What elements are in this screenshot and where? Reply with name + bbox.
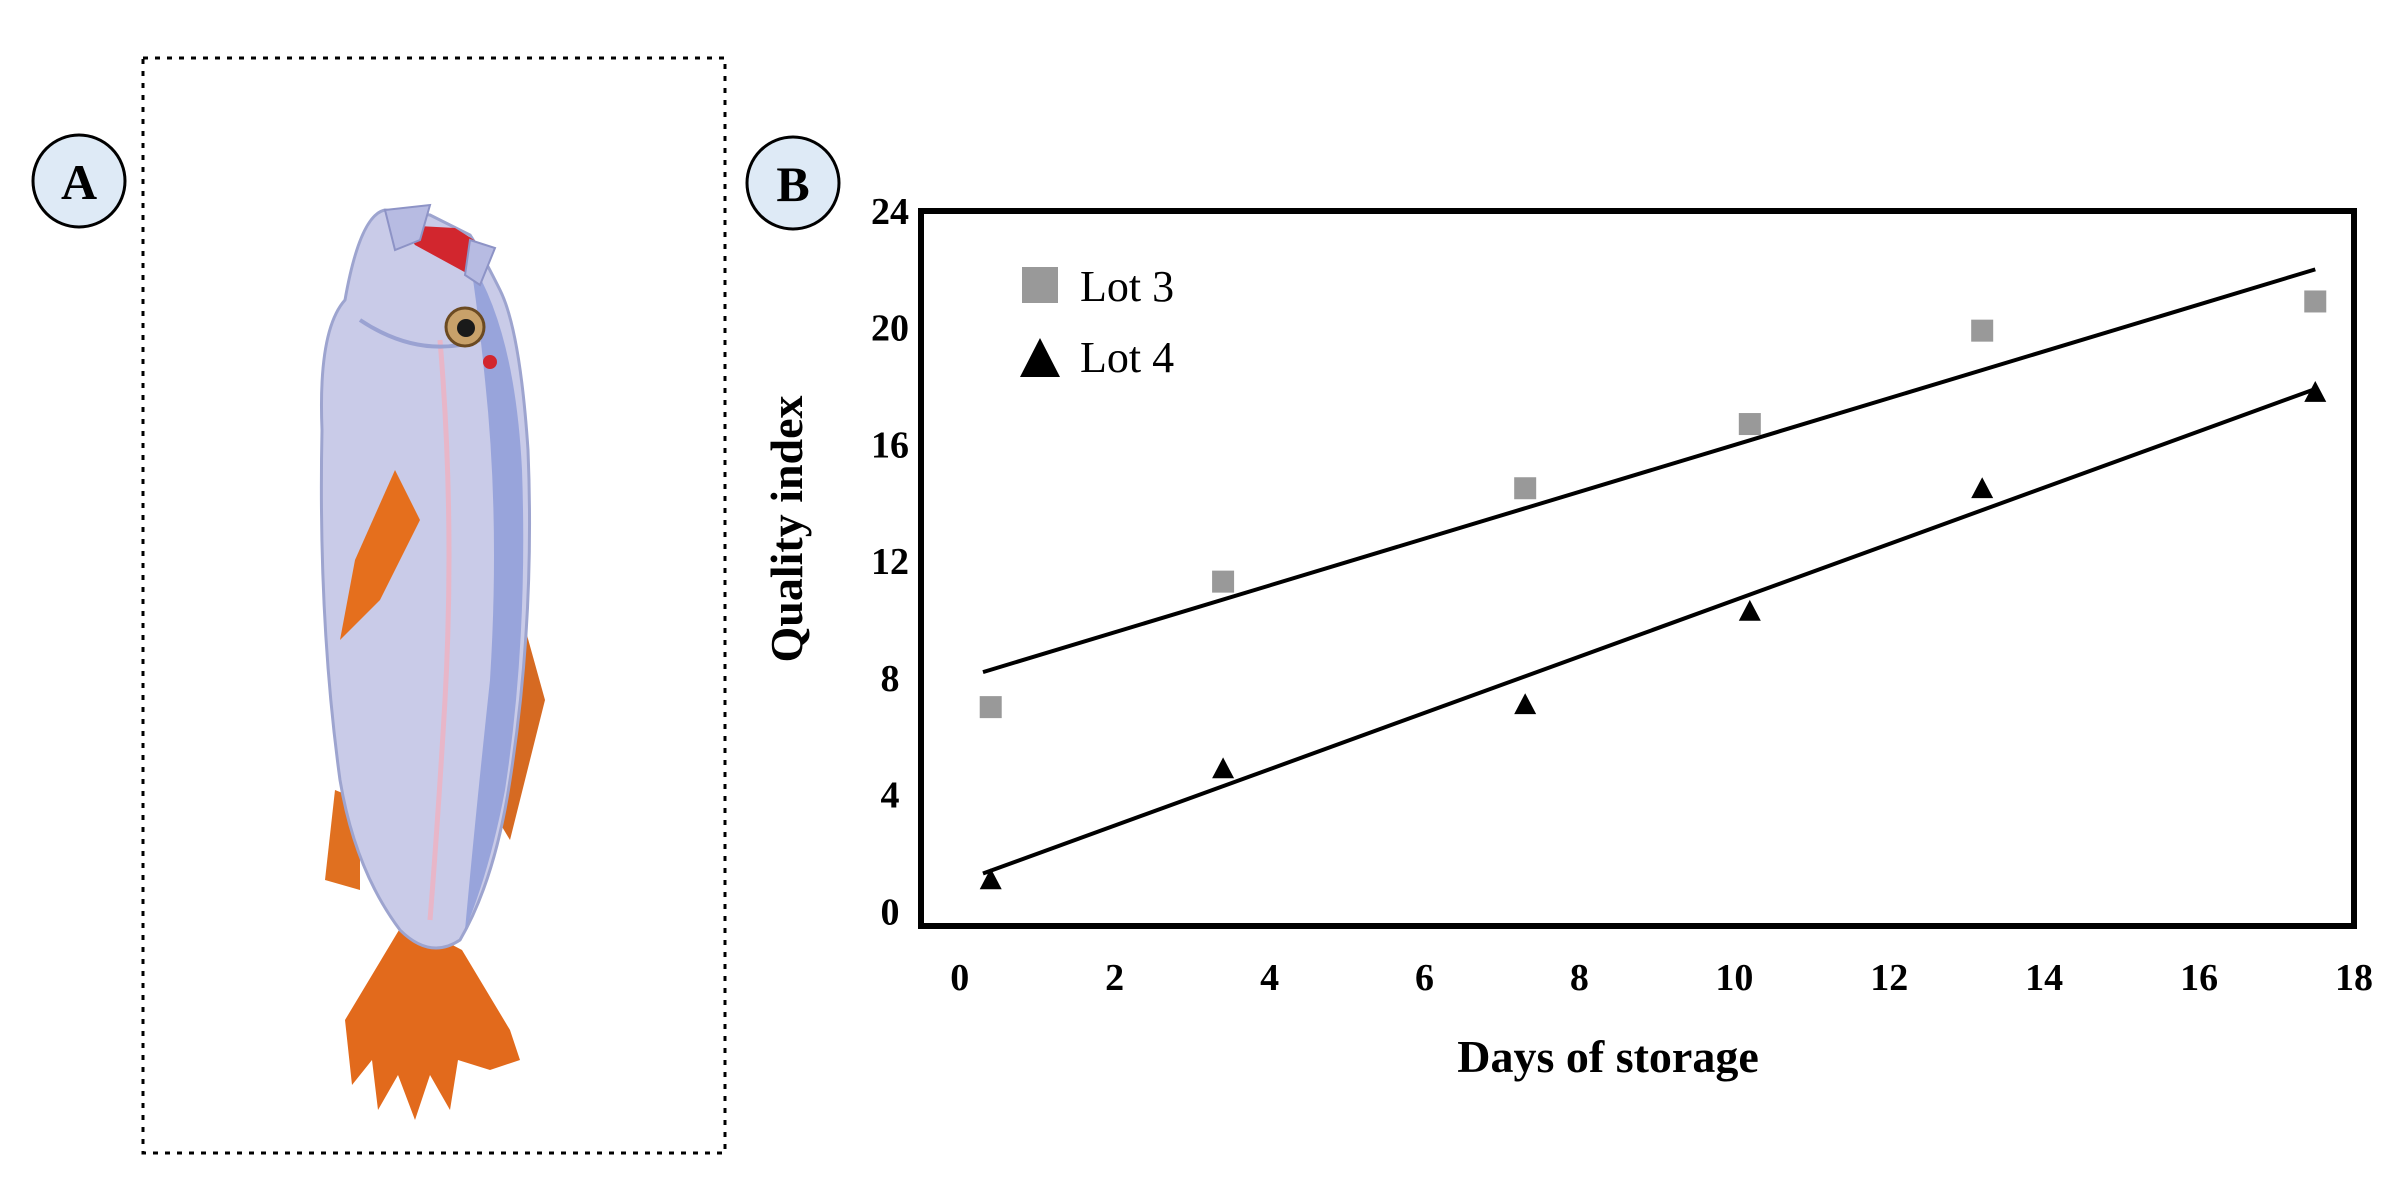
x-tick-label: 0 [950, 957, 969, 999]
x-tick-label: 4 [1260, 957, 1279, 999]
y-axis-title: Quality index [761, 395, 812, 662]
x-tick-label: 2 [1105, 957, 1124, 999]
trendline-lot-4 [982, 387, 2316, 876]
x-tick-label: 18 [2335, 957, 2373, 999]
fish-back-shading [465, 260, 524, 930]
y-tick-label: 16 [871, 424, 909, 466]
y-tick-label: 24 [871, 191, 909, 233]
point-lot-4 [1971, 477, 1994, 499]
trendline-lot-3 [982, 267, 2316, 675]
x-tick-label: 16 [2180, 957, 2218, 999]
y-tick-label: 8 [881, 658, 900, 700]
panel-b-badge [745, 135, 841, 231]
y-tick-label: 0 [881, 891, 900, 933]
y-tick-label: 4 [881, 775, 900, 817]
fish-red-spot [483, 355, 497, 369]
x-tick-label: 8 [1570, 957, 1589, 999]
point-lot-3 [1514, 477, 1537, 500]
point-lot-3 [979, 696, 1002, 719]
point-lot-4 [979, 868, 1002, 890]
x-tick-label: 6 [1415, 957, 1434, 999]
plot-frame [918, 208, 2357, 929]
fish-lower-jaw [463, 238, 497, 287]
point-lot-4 [1212, 757, 1235, 779]
y-tick-label: 12 [871, 541, 909, 583]
fish-photo-icon [319, 203, 545, 1120]
point-lot-3 [2304, 290, 2327, 313]
panel-a-label: A [61, 154, 97, 210]
legend-marker-lot-4 [1020, 338, 1060, 377]
point-lot-4 [1738, 599, 1761, 621]
trendlines [982, 267, 2316, 876]
fish-pupil [457, 319, 475, 337]
point-lot-3 [1971, 319, 1994, 342]
point-lot-3 [1738, 413, 1761, 436]
data-markers [979, 290, 2327, 890]
point-lot-3 [1212, 570, 1235, 593]
x-tick-label: 10 [1715, 957, 1753, 999]
x-axis-title: Days of storage [1457, 1031, 1759, 1082]
legend-marker-lot-3 [1022, 267, 1058, 303]
fish-tail-fin [345, 920, 520, 1120]
x-tick-labels: 0 2 4 6 8 10 12 14 16 18 [950, 957, 2373, 999]
x-tick-label: 14 [2025, 957, 2063, 999]
panel-a: A [31, 56, 727, 1155]
panel-b-label: B [776, 156, 809, 212]
photo-frame [141, 56, 727, 1155]
legend: Lot 3 Lot 4 [1020, 262, 1174, 382]
legend-label-lot-4: Lot 4 [1080, 333, 1174, 382]
y-tick-label: 20 [871, 308, 909, 350]
point-lot-4 [2304, 380, 2327, 402]
fish-upper-jaw [383, 203, 432, 252]
y-tick-labels: 0 4 8 12 16 20 24 [871, 191, 909, 933]
point-lot-4 [1514, 693, 1537, 715]
fish-lateral-line [427, 339, 452, 921]
legend-label-lot-3: Lot 3 [1080, 262, 1174, 311]
fish-pectoral-fin [340, 470, 420, 640]
fish-body [319, 208, 532, 950]
panel-a-badge [31, 133, 127, 229]
x-tick-label: 12 [1870, 957, 1908, 999]
